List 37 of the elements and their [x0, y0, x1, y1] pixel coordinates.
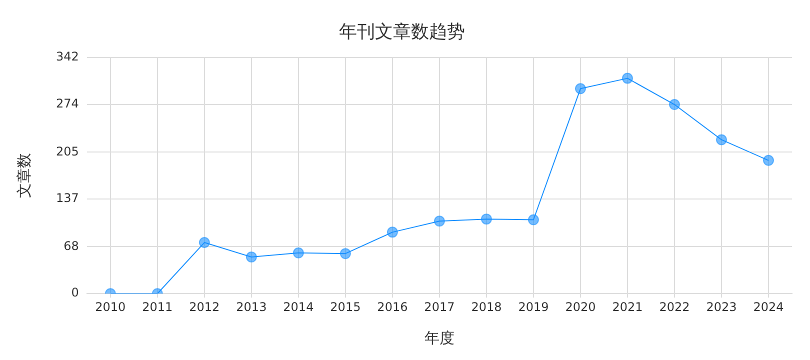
- x-tick-label: 2012: [189, 300, 220, 314]
- x-tick-label: 2011: [142, 300, 173, 314]
- x-tick-label: 2022: [659, 300, 690, 314]
- y-tick-label: 205: [56, 144, 79, 158]
- point: [716, 134, 727, 146]
- x-tick-label: 2018: [471, 300, 502, 314]
- y-tick-label: 0: [71, 286, 79, 300]
- chart-title: 年刊文章数趋势: [339, 21, 465, 42]
- y-axis-title: 文章数: [14, 153, 33, 198]
- x-tick-label: 2015: [330, 300, 361, 314]
- x-tick-label: 2023: [706, 300, 737, 314]
- point: [340, 248, 351, 260]
- point: [622, 72, 633, 84]
- point: [762, 154, 774, 166]
- x-tick-label: 2021: [612, 300, 643, 314]
- point: [574, 83, 586, 94]
- point: [668, 99, 680, 110]
- x-tick-label: 2016: [377, 300, 408, 314]
- x-tick-label: 2014: [283, 300, 314, 314]
- x-axis-title: 年度: [424, 328, 454, 347]
- point: [434, 216, 445, 227]
- x-tick-label: 2013: [236, 300, 267, 314]
- point: [528, 214, 539, 226]
- y-tick-label: 342: [56, 50, 79, 64]
- point: [480, 214, 492, 225]
- x-tick-label: 2024: [753, 300, 784, 314]
- point: [386, 226, 398, 238]
- y-tick-label: 137: [56, 191, 79, 206]
- x-tick-label: 2020: [565, 300, 596, 314]
- y-tick-label: 274: [56, 96, 79, 111]
- point: [246, 252, 257, 263]
- point: [198, 237, 210, 248]
- y-tick-label: 68: [64, 238, 79, 253]
- x-tick-label: 2019: [518, 300, 549, 314]
- point: [292, 247, 304, 258]
- x-tick-label: 2010: [95, 300, 126, 314]
- x-tick-label: 2017: [424, 300, 455, 314]
